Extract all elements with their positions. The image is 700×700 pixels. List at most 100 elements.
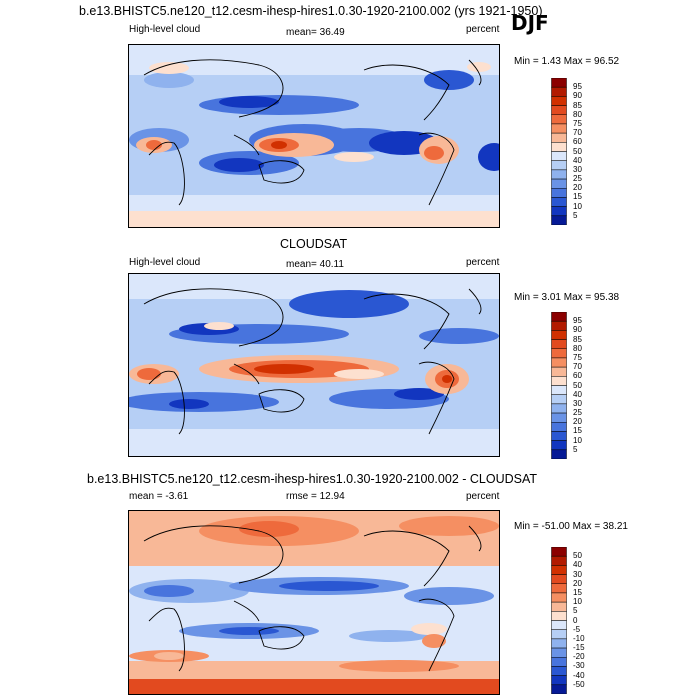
colorbar-swatch [551,657,567,667]
colorbar-swatch [551,376,567,386]
panel-1-variable-label: High-level cloud [129,24,201,35]
colorbar-tick-label: 15 [573,587,582,597]
colorbar-swatch [551,394,567,405]
colorbar-swatch [551,403,567,414]
colorbar-swatch [551,583,567,594]
colorbar-swatch [551,311,567,322]
colorbar-swatch [551,422,567,432]
colorbar-tick-label: 85 [573,334,582,344]
panel-3-mean: mean = -3.61 [129,491,189,502]
colorbar-tick-label: 90 [573,325,582,335]
colorbar-tick-label: 5 [573,606,578,616]
colorbar-swatch [551,330,567,340]
panel-2-colorbar [551,311,567,460]
panel-1-colorbar-swatches [551,77,567,226]
colorbar-swatch [551,592,567,603]
panel-3-minmax: Min = -51.00 Max = 38.21 [514,521,628,532]
colorbar-tick-label: 60 [573,137,582,147]
colorbar-tick-label: 5 [573,444,578,454]
colorbar-swatch [551,77,567,88]
colorbar-tick-label: 50 [573,380,582,390]
colorbar-tick-label: 25 [573,174,582,184]
colorbar-tick-label: 15 [573,192,582,202]
colorbar-tick-label: 0 [573,615,578,625]
panel-1-field [129,45,499,227]
colorbar-swatch [551,169,567,180]
colorbar-tick-label: 75 [573,352,582,362]
colorbar-tick-label: 20 [573,417,582,427]
colorbar-swatch [551,440,567,451]
colorbar-swatch [551,431,567,441]
colorbar-swatch [551,96,567,106]
panel-3-title: b.e13.BHISTC5.ne120_t12.cesm-ihesp-hires… [87,472,538,486]
colorbar-swatch [551,574,567,584]
colorbar-swatch [551,449,567,460]
colorbar-swatch [551,151,567,161]
colorbar-swatch [551,620,567,630]
colorbar-swatch [551,348,567,359]
colorbar-tick-label: 70 [573,128,582,138]
panel-2-minmax: Min = 3.01 Max = 95.38 [514,292,620,303]
colorbar-tick-label: -40 [573,670,585,680]
colorbar-tick-label: -5 [573,624,581,634]
colorbar-tick-label: 80 [573,109,582,119]
colorbar-swatch [551,320,567,331]
colorbar-tick-label: 40 [573,560,582,570]
colorbar-swatch [551,684,567,695]
colorbar-swatch [551,647,567,658]
colorbar-tick-label: -20 [573,652,585,662]
colorbar-swatch [551,215,567,226]
colorbar-swatch [551,675,567,686]
panel-3-units: percent [466,491,500,502]
colorbar-swatch [551,601,567,612]
colorbar-swatch [551,206,567,217]
colorbar-tick-label: 20 [573,578,582,588]
panel-2-field [129,274,499,456]
panel-3-map [128,510,500,695]
colorbar-swatch [551,546,567,557]
colorbar-swatch [551,385,567,395]
panel-2-units: percent [466,257,500,268]
colorbar-tick-label: 30 [573,164,582,174]
colorbar-tick-label: 10 [573,201,582,211]
colorbar-tick-label: 40 [573,155,582,165]
colorbar-tick-label: 90 [573,91,582,101]
colorbar-tick-label: -10 [573,633,585,643]
colorbar-tick-label: 80 [573,343,582,353]
colorbar-swatch [551,123,567,134]
panel-2-mean: mean= 40.11 [286,259,344,270]
colorbar-tick-label: -50 [573,679,585,689]
colorbar-tick-label: 60 [573,371,582,381]
panel-3-colorbar [551,546,567,695]
panel-1-colorbar [551,77,567,226]
colorbar-swatch [551,197,567,207]
colorbar-tick-label: 75 [573,118,582,128]
panel-1-mean: mean= 36.49 [286,27,345,38]
colorbar-swatch [551,86,567,97]
colorbar-tick-label: 30 [573,569,582,579]
colorbar-tick-label: 5 [573,210,578,220]
colorbar-swatch [551,132,567,143]
colorbar-swatch [551,565,567,575]
colorbar-tick-label: -30 [573,661,585,671]
colorbar-tick-label: 30 [573,398,582,408]
panel-1-minmax: Min = 1.43 Max = 96.52 [514,56,620,67]
colorbar-swatch [551,114,567,125]
colorbar-tick-label: 25 [573,408,582,418]
colorbar-swatch [551,188,567,198]
colorbar-swatch [551,629,567,640]
colorbar-tick-label: 95 [573,82,582,92]
colorbar-tick-label: -15 [573,643,585,653]
colorbar-swatch [551,105,567,115]
colorbar-swatch [551,142,567,152]
colorbar-swatch [551,178,567,189]
colorbar-tick-label: 70 [573,362,582,372]
colorbar-swatch [551,611,567,621]
colorbar-tick-label: 20 [573,183,582,193]
colorbar-swatch [551,555,567,566]
colorbar-tick-label: 10 [573,597,582,607]
panel-2-title: CLOUDSAT [280,237,348,251]
colorbar-tick-label: 50 [573,551,582,561]
panel-2-colorbar-swatches [551,311,567,460]
colorbar-swatch [551,160,567,171]
